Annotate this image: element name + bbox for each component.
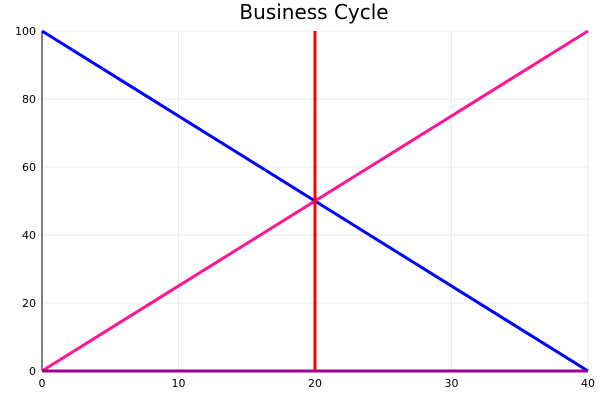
series-layer bbox=[41, 29, 589, 373]
y-tick-label: 20 bbox=[22, 297, 36, 310]
y-tick-label: 100 bbox=[15, 25, 36, 38]
y-tick-label: 0 bbox=[29, 365, 36, 378]
chart-title: Business Cycle bbox=[239, 0, 388, 24]
y-tick-label: 40 bbox=[22, 229, 36, 242]
x-tick-label: 20 bbox=[308, 377, 322, 390]
x-tick-label: 0 bbox=[39, 377, 46, 390]
tick-labels: 0 10 20 30 40 0 20 40 60 80 100 bbox=[15, 25, 595, 390]
x-tick-label: 10 bbox=[172, 377, 186, 390]
y-tick-label: 80 bbox=[22, 93, 36, 106]
x-tick-label: 40 bbox=[581, 377, 595, 390]
y-tick-label: 60 bbox=[22, 161, 36, 174]
x-tick-label: 30 bbox=[445, 377, 459, 390]
